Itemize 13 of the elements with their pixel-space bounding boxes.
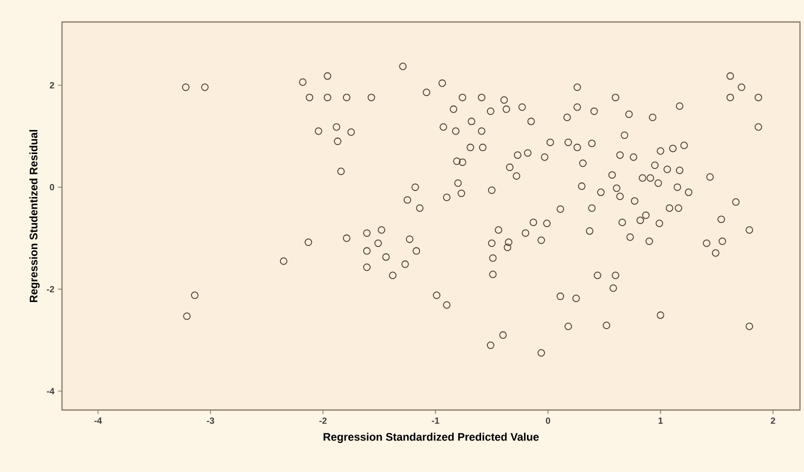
- x-tick-label: -4: [94, 418, 102, 424]
- x-tick-label: 1: [658, 418, 663, 424]
- x-axis-title: Regression Standardized Predicted Value: [324, 432, 539, 443]
- y-tick-label: 0: [50, 184, 54, 190]
- y-tick-label: 2: [50, 82, 54, 88]
- y-tick-label: -4: [46, 388, 54, 394]
- x-tick-label: 0: [546, 418, 550, 424]
- y-tick-label: -2: [46, 286, 54, 292]
- x-tick-label: 2: [770, 418, 776, 424]
- y-axis-title: Regression Studentized Residual: [29, 130, 40, 302]
- x-tick-label: -3: [206, 418, 214, 424]
- x-tick-label: -2: [319, 418, 327, 424]
- x-tick-label: -1: [432, 418, 440, 424]
